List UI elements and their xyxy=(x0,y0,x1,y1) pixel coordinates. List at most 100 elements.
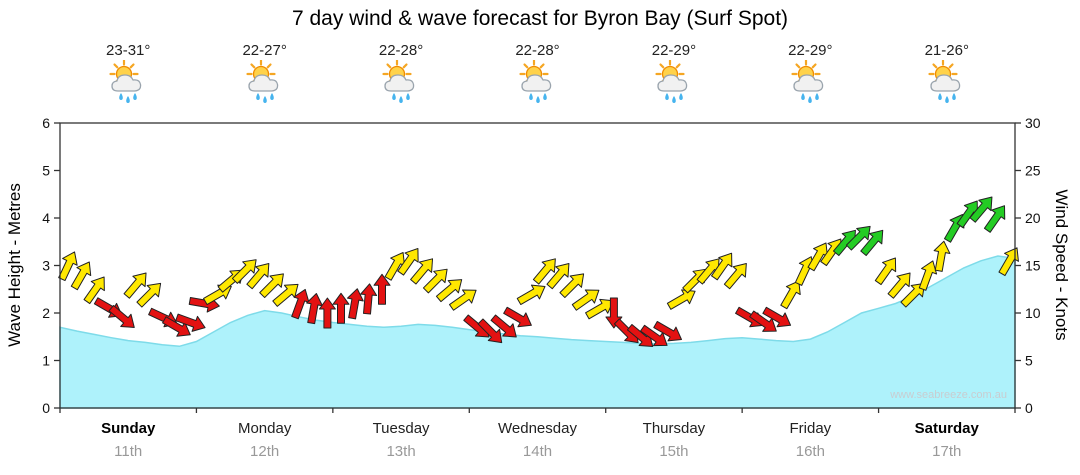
day-date-label: 16th xyxy=(795,443,825,460)
wind-arrow-yellow xyxy=(666,289,696,310)
chart-title: 7 day wind & wave forecast for Byron Bay… xyxy=(291,7,789,30)
left-axis-tick-label: 5 xyxy=(42,163,50,179)
day-date-label: 12th xyxy=(250,443,280,460)
right-axis-tick-label: 20 xyxy=(1025,210,1041,226)
raindrops-icon xyxy=(392,93,410,103)
wind-arrow-green xyxy=(860,229,884,257)
wind-arrow-red xyxy=(108,304,135,328)
wind-arrow-yellow xyxy=(259,273,284,299)
cloud-icon xyxy=(384,74,415,92)
wind-arrow-red xyxy=(477,318,503,344)
day-temp-range: 22-28° xyxy=(515,42,560,59)
right-axis-tick-label: 15 xyxy=(1025,258,1041,274)
day-header-friday: 22-29° xyxy=(787,42,833,106)
right-axis-tick-label: 25 xyxy=(1025,163,1041,179)
right-axis-title: Wind Speed - Knots xyxy=(1052,189,1071,341)
day-temp-range: 22-29° xyxy=(788,42,833,59)
raindrops-icon xyxy=(528,93,547,103)
wind-arrow-yellow xyxy=(410,258,434,285)
day-temp-range: 21-26° xyxy=(924,42,969,59)
wind-arrow-yellow xyxy=(998,247,1019,277)
day-date-label: 13th xyxy=(386,443,416,460)
wind-arrow-yellow xyxy=(231,259,257,284)
wind-arrow-yellow xyxy=(874,257,897,286)
day-header-wednesday: 22-28° xyxy=(515,42,561,106)
wind-arrow-yellow xyxy=(887,272,911,299)
wind-arrow-yellow xyxy=(435,279,463,303)
wind-arrow-red xyxy=(503,306,532,328)
wind-arrow-yellow xyxy=(123,272,147,299)
left-axis-tick-label: 0 xyxy=(42,400,50,416)
left-axis-tick-label: 2 xyxy=(42,305,50,321)
wind-arrow-yellow xyxy=(58,251,78,282)
wave-height-area xyxy=(59,255,1016,409)
left-axis-tick-label: 3 xyxy=(42,258,50,274)
wind-arrow-yellow xyxy=(532,258,556,285)
wind-arrow-yellow xyxy=(571,289,600,311)
wind-arrow-green xyxy=(969,196,993,223)
day-header-sunday: 23-31° xyxy=(105,42,151,106)
day-temp-range: 22-28° xyxy=(378,42,424,59)
day-name-label: Monday xyxy=(237,420,292,437)
wind-arrow-red xyxy=(332,292,350,324)
left-axis-tick-label: 4 xyxy=(42,210,50,226)
sun-cloud-rain-icon xyxy=(246,60,278,103)
wind-arrow-red xyxy=(490,314,517,338)
day-name-label: Friday xyxy=(789,420,832,437)
wind-arrow-red xyxy=(653,320,682,342)
wind-arrow-red xyxy=(640,324,668,347)
right-axis-tick-label: 0 xyxy=(1025,400,1033,416)
wind-arrow-yellow xyxy=(70,261,92,291)
sun-cloud-rain-icon xyxy=(109,60,142,103)
sun-cloud-rain-icon xyxy=(382,60,415,103)
raindrops-icon xyxy=(801,93,820,103)
day-temp-range: 22-27° xyxy=(242,42,287,59)
wind-arrow-yellow xyxy=(449,289,477,311)
cloud-icon xyxy=(930,74,961,92)
wind-arrow-yellow xyxy=(246,263,270,290)
day-date-label: 17th xyxy=(932,443,962,460)
day-name-label: Wednesday xyxy=(498,420,577,437)
wind-arrow-red xyxy=(373,273,391,305)
day-date-label: 14th xyxy=(522,443,553,460)
left-axis-tick-label: 1 xyxy=(42,353,50,369)
day-temp-range: 22-29° xyxy=(651,42,697,59)
day-temp-range: 23-31° xyxy=(106,42,151,59)
wind-arrow-yellow xyxy=(559,273,585,299)
wind-arrow-green xyxy=(845,225,871,251)
left-axis-title: Wave Height - Metres xyxy=(5,183,24,347)
day-name-label: Saturday xyxy=(914,420,979,437)
cloud-icon xyxy=(657,74,688,92)
sun-cloud-rain-icon xyxy=(928,60,961,103)
right-axis-tick-label: 30 xyxy=(1025,115,1041,131)
wind-arrow-yellow xyxy=(711,252,733,281)
sun-cloud-rain-icon xyxy=(518,60,551,103)
wind-arrow-yellow xyxy=(516,284,546,306)
cloud-icon xyxy=(520,74,551,92)
day-header-thursday: 22-29° xyxy=(651,42,697,106)
wind-arrow-yellow xyxy=(918,260,938,291)
wind-arrow-yellow xyxy=(546,263,570,290)
right-axis-tick-label: 10 xyxy=(1025,305,1041,321)
wind-arrow-yellow xyxy=(136,282,162,308)
wind-arrow-red xyxy=(360,283,378,315)
wind-arrow-red xyxy=(175,313,206,332)
day-name-label: Tuesday xyxy=(372,420,430,437)
wind-arrow-green xyxy=(983,205,1006,233)
sun-cloud-rain-icon xyxy=(791,60,824,103)
cloud-icon xyxy=(247,74,278,92)
raindrops-icon xyxy=(119,93,138,103)
day-header-tuesday: 22-28° xyxy=(378,42,424,106)
wind-arrow-yellow xyxy=(780,280,801,310)
day-name-label: Sunday xyxy=(101,420,156,437)
wind-arrow-yellow xyxy=(422,268,448,294)
watermark: www.seabreeze.com.au xyxy=(889,389,1007,401)
left-axis-tick-label: 6 xyxy=(42,115,50,131)
sun-cloud-rain-icon xyxy=(655,60,688,103)
day-header-monday: 22-27° xyxy=(242,42,288,106)
day-date-label: 15th xyxy=(659,443,689,460)
right-axis-tick-label: 5 xyxy=(1025,353,1033,369)
raindrops-icon xyxy=(665,93,683,103)
wind-arrow-red xyxy=(762,306,792,328)
